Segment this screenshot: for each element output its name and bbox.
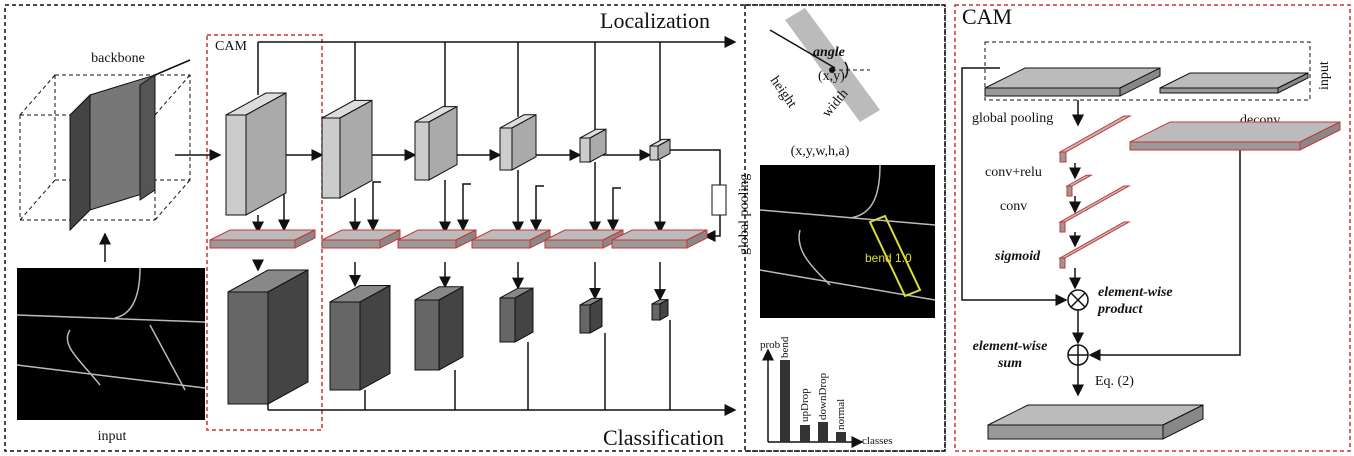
- plate: [1060, 116, 1130, 152]
- arrow: [373, 182, 381, 230]
- backbone-label: backbone: [91, 51, 145, 66]
- backbone-plate: [70, 95, 90, 230]
- plate: [1160, 88, 1278, 93]
- class-map: [500, 298, 515, 342]
- input-label: input: [98, 429, 127, 444]
- cam-input-label: input: [1317, 61, 1332, 90]
- bar-icon: [800, 425, 810, 442]
- x-axis-label: classes: [862, 435, 893, 447]
- plate: [985, 88, 1120, 96]
- conv-relu-label: conv+relu: [985, 165, 1042, 180]
- connector: [155, 60, 190, 75]
- arrow: [536, 186, 544, 230]
- arrow: [613, 188, 621, 230]
- class-map: [360, 286, 390, 391]
- center-label: (x,y): [818, 69, 845, 84]
- conv-label: conv: [1000, 199, 1027, 214]
- plate: [1130, 142, 1300, 150]
- class-label: normal: [835, 399, 847, 430]
- global-pooling-label: global pooling: [737, 174, 752, 255]
- feature-map: [415, 122, 429, 180]
- class-map: [228, 292, 268, 404]
- y-axis-label: prob: [760, 339, 781, 351]
- class-map: [515, 288, 533, 342]
- backbone-plate: [140, 75, 155, 200]
- cam-title: CAM: [962, 4, 1012, 29]
- plate: [1067, 175, 1091, 186]
- equation-label: Eq. (2): [1095, 374, 1134, 389]
- class-label: downDrop: [817, 372, 829, 420]
- class-label: bend: [779, 336, 791, 358]
- plate: [322, 240, 380, 248]
- feature-map: [650, 146, 658, 160]
- angle-label: angle: [813, 45, 845, 60]
- class-map: [590, 298, 602, 333]
- height-label: height: [767, 74, 799, 111]
- class-map: [652, 304, 660, 320]
- class-map: [415, 300, 439, 370]
- class-label: upDrop: [799, 388, 811, 422]
- class-map: [580, 305, 590, 333]
- class-map: [439, 287, 463, 370]
- feature-map: [340, 100, 372, 198]
- bar-icon: [780, 360, 790, 442]
- arrow: [1090, 150, 1240, 355]
- plate: [210, 240, 295, 248]
- input-image: [17, 268, 205, 420]
- sigmoid-label: sigmoid: [994, 249, 1041, 264]
- class-map: [268, 270, 308, 404]
- arrow: [962, 68, 1066, 300]
- cam-label: CAM: [215, 39, 247, 54]
- plate: [1060, 222, 1129, 258]
- box-label: (x,y,w,h,a): [791, 144, 850, 159]
- bar-icon: [836, 432, 846, 442]
- classification-label: Classification: [603, 425, 724, 450]
- cam-pooling-label: global pooling: [972, 111, 1053, 126]
- pooling-block: [712, 185, 726, 215]
- plate: [1060, 222, 1065, 232]
- plate: [545, 240, 603, 248]
- connector: [670, 150, 720, 185]
- feature-map: [246, 93, 286, 215]
- detection-label: bend 1.0: [865, 251, 912, 265]
- bar-icon: [818, 422, 828, 442]
- plate: [472, 240, 530, 248]
- feature-map: [500, 128, 512, 170]
- plate: [398, 240, 456, 248]
- localization-label: Localization: [600, 8, 710, 33]
- diagram: backbone input Localization Classificati…: [0, 0, 1354, 456]
- feature-map: [322, 118, 340, 198]
- arrow: [463, 184, 471, 230]
- plate: [1060, 152, 1066, 162]
- feature-map: [226, 115, 246, 215]
- class-map: [330, 302, 360, 390]
- plate: [988, 425, 1163, 439]
- plate: [1067, 186, 1072, 196]
- plate: [1060, 258, 1065, 268]
- plate: [612, 240, 687, 248]
- feature-map: [580, 138, 590, 162]
